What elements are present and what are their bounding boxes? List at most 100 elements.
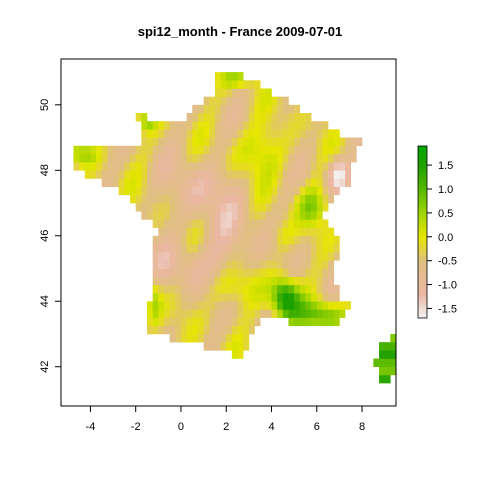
raster-cell [316, 227, 323, 237]
raster-cell [288, 260, 295, 269]
raster-cell [152, 121, 159, 130]
raster-cell [345, 153, 352, 163]
map-title: spi12_month - France 2009-07-01 [138, 24, 342, 39]
raster-cell [186, 260, 193, 269]
raster-cell [277, 137, 284, 147]
raster-cell [282, 243, 289, 253]
raster-cell [152, 301, 159, 310]
raster-cell [288, 186, 295, 196]
raster-cell [135, 153, 142, 163]
raster-cell [130, 162, 136, 171]
raster-cell [180, 129, 187, 138]
raster-cell [350, 137, 357, 147]
raster-cell [299, 145, 306, 155]
raster-cell [254, 129, 261, 138]
raster-cell [248, 178, 255, 187]
raster-cell [186, 268, 193, 277]
raster-cell [101, 170, 108, 179]
raster-cell [214, 170, 221, 179]
raster-cell [197, 219, 204, 228]
raster-cell [163, 129, 170, 138]
raster-cell [316, 137, 323, 147]
raster-cell [311, 317, 318, 327]
raster-cell [328, 186, 335, 196]
raster-cell [220, 203, 227, 212]
raster-cell [305, 260, 312, 269]
raster-cell [214, 284, 221, 294]
raster-cell [379, 342, 385, 351]
raster-cell [282, 129, 289, 138]
raster-cell [90, 153, 97, 163]
raster-cell [282, 121, 289, 130]
raster-cell [203, 235, 210, 245]
raster-cell [186, 317, 193, 327]
raster-cell [152, 309, 159, 318]
raster-cell [265, 243, 272, 253]
raster-cell [214, 194, 221, 204]
legend-tick-label: -1.0 [438, 280, 457, 292]
raster-cell [118, 186, 125, 196]
raster-cell [271, 145, 278, 155]
raster-cell [248, 145, 255, 155]
raster-cell [288, 276, 295, 286]
raster-cell [282, 301, 289, 310]
raster-cell [158, 145, 165, 155]
raster-cell [220, 235, 227, 245]
raster-cell [282, 137, 289, 147]
raster-cell [305, 162, 312, 171]
raster-cell [192, 170, 199, 179]
raster-cell [305, 178, 312, 187]
raster-cell [186, 153, 193, 163]
raster-cell [226, 219, 233, 228]
raster-cell [248, 170, 255, 179]
raster-cell [328, 309, 335, 318]
raster-cell [333, 170, 340, 179]
legend-tick-label: 1.5 [438, 160, 453, 172]
raster-cell [237, 137, 244, 147]
raster-cell [175, 325, 182, 335]
raster-cell [163, 260, 170, 269]
raster-cell [294, 235, 301, 245]
raster-cell [265, 211, 272, 220]
raster-cell [333, 129, 340, 138]
raster-cell [277, 227, 284, 237]
raster-cell [311, 227, 318, 237]
raster-cell [169, 170, 176, 179]
raster-cell [197, 129, 204, 138]
raster-cell [260, 203, 267, 212]
raster-cell [197, 268, 204, 277]
raster-cell [299, 301, 306, 310]
raster-cell [147, 186, 153, 196]
raster-cell [277, 301, 284, 310]
raster-cell [277, 203, 284, 212]
raster-cell [197, 186, 204, 196]
raster-cell [180, 194, 187, 204]
raster-cell [311, 203, 318, 212]
raster-cell [186, 309, 193, 318]
raster-cell [214, 203, 221, 212]
raster-cell [141, 170, 148, 179]
raster-cell [243, 325, 250, 335]
raster-cell [226, 145, 233, 155]
raster-cell [226, 342, 233, 351]
raster-cell [254, 80, 261, 89]
raster-cell [209, 309, 216, 318]
raster-cell [328, 317, 335, 327]
raster-cell [163, 301, 170, 310]
raster-cell [203, 309, 210, 318]
raster-cell [203, 268, 210, 277]
raster-cell [254, 268, 261, 277]
raster-cell [214, 325, 221, 335]
raster-cell [214, 72, 221, 81]
raster-cell [186, 113, 193, 122]
raster-cell [294, 252, 301, 261]
raster-cell [322, 252, 329, 261]
raster-cell [282, 268, 289, 277]
raster-cell [299, 284, 306, 294]
raster-cell [169, 153, 176, 163]
raster-cell [147, 301, 153, 310]
raster-cell [390, 342, 396, 351]
raster-cell [152, 284, 159, 294]
raster-cell [175, 227, 182, 237]
raster-cell [231, 309, 238, 318]
